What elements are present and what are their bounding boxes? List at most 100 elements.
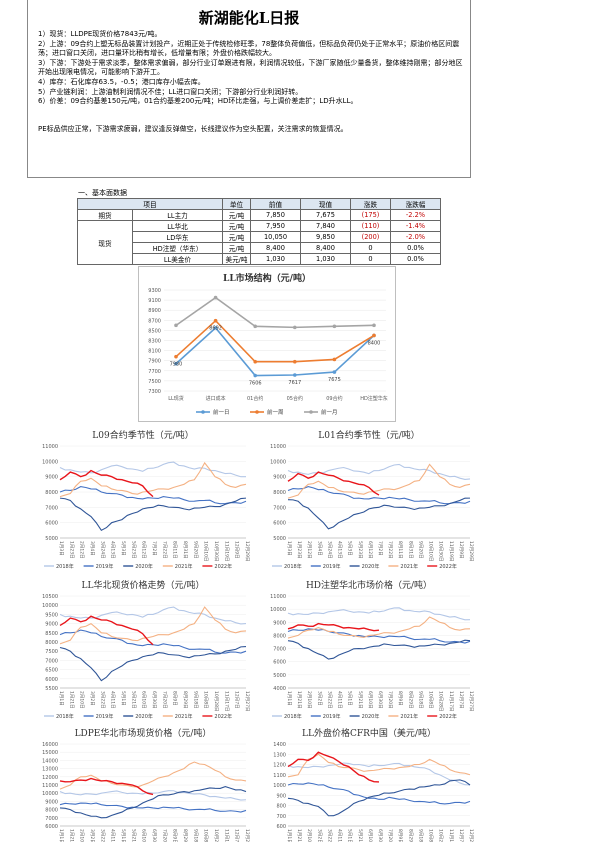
x-tick-label: 2月10日	[79, 829, 85, 842]
x-tick-label: 9月20日	[192, 541, 198, 559]
x-tick-label: 3月22日	[99, 691, 105, 709]
legend-label: 2019年	[96, 713, 114, 720]
cell-prev: 7,850	[250, 209, 301, 221]
series-line	[287, 779, 471, 817]
x-tick-label: 6月12日	[141, 541, 147, 559]
y-tick-label: 9000	[273, 475, 286, 481]
legend-label: 2021年	[175, 713, 193, 720]
bullet-upstream: 2）上游：09合约上塑无标品装置计划投产，近期正处于传统检修旺季，78整体负荷偏…	[38, 39, 460, 58]
y-tick-label: 15000	[42, 750, 58, 756]
cell-pct: 0.0%	[390, 242, 441, 254]
cell-prev: 8,400	[250, 242, 301, 254]
x-tick-label: 5月21日	[130, 829, 136, 842]
x-tick-label: 3月4日	[316, 541, 322, 556]
y-tick-label: 8000	[45, 640, 58, 646]
category-spot: 现货	[77, 220, 133, 265]
small-chart-svg: LL外盘价格CFR中国（美元/吨） 600 700 800 900 1000 1100 120…	[273, 727, 474, 842]
small-chart-svg: L01合约季节性（元/吨） 5000 6000 7000 8000 9000 10000 11…	[270, 429, 474, 570]
x-tick-label: 2月10日	[79, 691, 85, 709]
data-label: 7675	[328, 377, 341, 383]
x-tick-label: 8月31日	[182, 541, 188, 559]
data-point	[174, 323, 178, 328]
x-tick-label: 8月29日	[407, 829, 413, 842]
x-tick-label: 12月7日	[234, 691, 240, 709]
x-tick-label: 5月1日	[347, 691, 353, 706]
cell-unit: 元/吨	[222, 242, 251, 254]
x-tick-label: 10月28日	[438, 829, 444, 842]
x-tick-label: 11月17日	[223, 691, 229, 711]
small-chart-svg: LL华北现货价格走势（元/吨） 5500 6000 6500 7000 7500 8000 8…	[42, 579, 250, 720]
x-tick-label: 12月9日	[234, 541, 240, 559]
legend-label: 2020年	[362, 713, 380, 720]
series-line	[59, 606, 247, 625]
bullet-list: 1）现货：LLDPE现货价格7843元/吨。 2）上游：09合约上塑无标品装置计…	[38, 30, 466, 107]
y-tick-label: 7500	[148, 379, 161, 385]
y-tick-label: 8000	[45, 490, 58, 496]
x-tick-label: 1月3日	[58, 541, 64, 556]
y-tick-label: 10000	[270, 459, 286, 465]
x-tick-label: 6月30日	[377, 691, 383, 709]
data-point	[293, 325, 297, 330]
series-line	[287, 762, 471, 786]
x-tick-label: 4月11日	[337, 829, 343, 842]
cell-pct: 0.0%	[390, 253, 441, 265]
y-tick-label: 6000	[273, 660, 286, 666]
x-tick-label: 11月19日	[223, 541, 229, 561]
x-tick-label: 3月2日	[316, 829, 322, 842]
x-tick-label: 9月18日	[192, 691, 198, 709]
legend-label: 2022年	[439, 713, 457, 720]
y-tick-label: 16000	[42, 742, 58, 748]
x-tick-label: 12月29日	[244, 541, 250, 561]
col-pct: 涨跌幅	[390, 198, 441, 210]
bullet-downstream: 3）下游：下游处于需求淡季，整体需求偏弱，部分行业订单跟进有限，利润情况较低，下…	[38, 58, 463, 77]
data-label: 7606	[249, 381, 262, 387]
data-point	[213, 318, 218, 323]
legend-label: 2018年	[284, 563, 302, 570]
data-point	[332, 357, 337, 362]
cell-unit: 元/吨	[222, 231, 251, 243]
series-line	[59, 802, 247, 813]
series-line	[59, 486, 247, 505]
x-tick-label: 7月20日	[387, 691, 393, 709]
small-chart-svg: L09合约季节性（元/吨） 5000 6000 7000 8000 9000 10000 11…	[42, 429, 250, 570]
cell-item: LL美金价	[132, 253, 223, 265]
cell-unit: 元/吨	[222, 220, 251, 232]
x-tick-label: 1月1日	[286, 829, 292, 842]
cell-pct: -1.4%	[390, 220, 441, 232]
y-tick-label: 9000	[45, 475, 58, 481]
y-tick-label: 700	[276, 814, 286, 820]
bullet-profit: 5）产业链利润：上游油制利润情况不佳；LL进口窗口关闭；下游部分行业利润好转。	[38, 87, 303, 96]
x-tick-label: 1月23日	[296, 541, 302, 559]
y-tick-label: 1200	[273, 763, 286, 769]
y-tick-label: 600	[276, 824, 286, 830]
x-tick-label: LL现货	[168, 395, 184, 402]
x-tick-label: 5月1日	[120, 691, 126, 706]
small-chart-l09: L09合约季节性（元/吨） 5000 6000 7000 8000 9000 10000 11…	[34, 424, 252, 572]
legend-label: 2020年	[135, 713, 153, 720]
cell-chg: 0	[350, 253, 391, 265]
report-title: 新湖能化L日报	[198, 9, 300, 27]
y-tick-label: 4000	[273, 686, 286, 692]
series-line	[287, 486, 471, 505]
data-label: 8692	[209, 326, 222, 332]
chart-title: L01合约季节性（元/吨）	[318, 429, 419, 441]
y-tick-label: 6000	[273, 521, 286, 527]
legend-label: 2022年	[214, 563, 232, 570]
x-tick-label: 6月10日	[141, 829, 147, 842]
cell-item: LD华东	[132, 231, 223, 243]
x-tick-label: 11月17日	[448, 691, 454, 711]
chart-title: HD注塑华北市场价格（元/吨）	[306, 579, 432, 591]
cell-chg: 0	[350, 242, 391, 254]
y-tick-label: 10000	[42, 603, 58, 609]
fundamentals-heading: 一、基本面数据	[78, 189, 127, 197]
x-tick-label: 7月20日	[161, 829, 167, 842]
series-line	[59, 629, 247, 654]
x-tick-label: 2月10日	[306, 691, 312, 709]
y-tick-label: 6000	[45, 677, 58, 683]
bullet-inventory: 4）库存：石化库存63.5，-0.5；港口库存小幅去库。	[38, 77, 205, 86]
x-tick-label: 5月3日	[347, 541, 353, 556]
x-tick-label: 5月23日	[130, 541, 136, 559]
series-line	[287, 782, 471, 805]
y-tick-label: 9000	[45, 622, 58, 628]
y-tick-label: 6500	[45, 668, 58, 674]
